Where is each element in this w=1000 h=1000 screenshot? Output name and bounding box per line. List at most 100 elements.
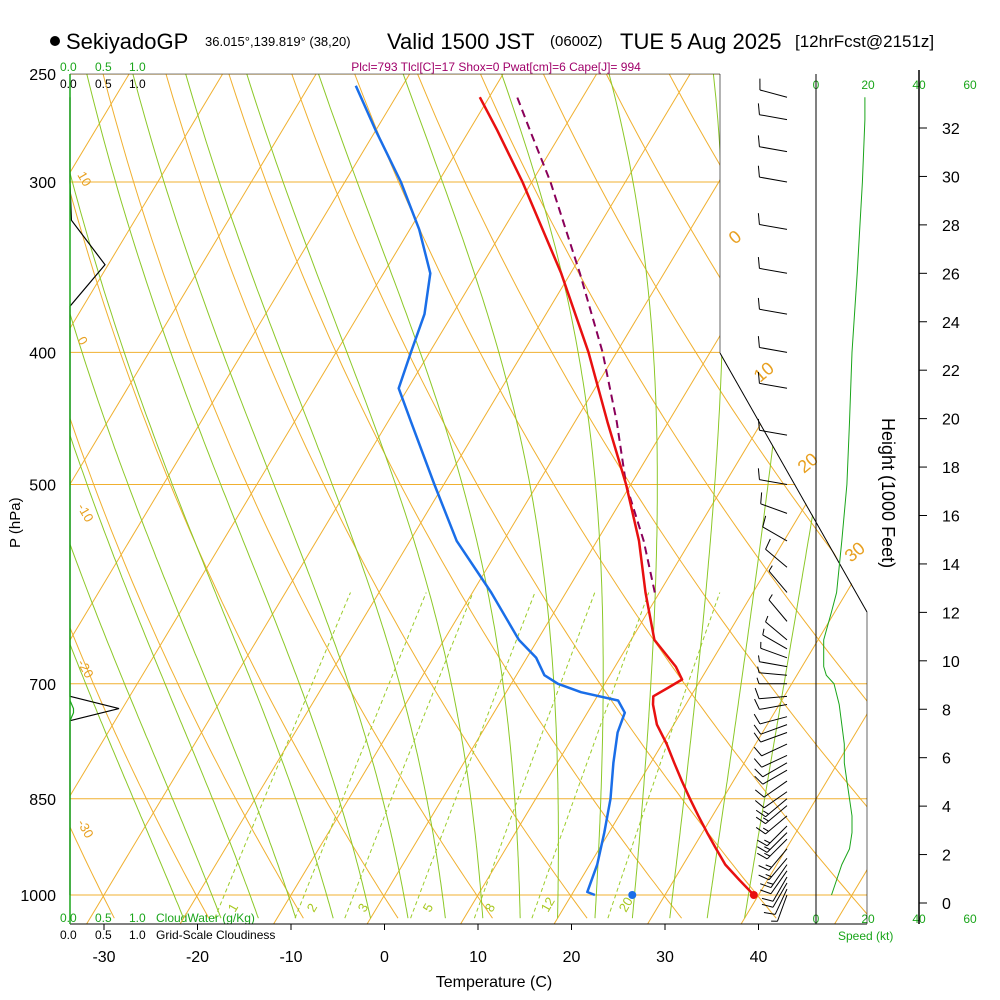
wind-barb [760,641,788,659]
wind-barb-staff [768,858,788,881]
cloudwater-profile-line [69,700,75,721]
pressure-tick-label: 250 [29,67,56,84]
wind-barb-flag [755,827,766,835]
cloudiness-scale-top-2: 1.0 [129,77,146,91]
moist-adiabat-line [80,74,372,919]
wind-barb [757,832,788,853]
height-tick-label: 24 [942,315,960,332]
mixing-ratio-label: 5 [420,901,437,915]
height-tick-label: 10 [942,654,960,671]
frame-diagonal [719,352,868,613]
dry-adiabat-line [842,74,867,919]
wind-barb-staff [759,695,788,700]
cloudiness-scale-top-0: 0.0 [60,77,77,91]
isotherm-label: -30 [74,817,96,841]
isotherm-line [834,74,867,924]
wind-barb [768,594,788,622]
height-tick-label: 26 [942,266,960,283]
pressure-tick-label: 500 [29,478,56,495]
dry-adiabat-label: 10 [750,358,778,386]
dry-adiabat-label: 30 [841,538,869,566]
wind-barb [757,257,788,274]
wind-barb [755,798,788,818]
wind-barb [757,297,788,315]
moist-adiabat-line [492,74,604,919]
wind-barb [757,468,788,485]
wind-barb [771,894,788,922]
wind-barb-flag [757,468,760,480]
wind-barb-flag [753,732,762,743]
wind-barb-staff [774,888,788,915]
wind-barb-flag [754,789,765,798]
speed-scale-top-1: 20 [861,78,875,92]
wind-barb [765,615,788,641]
wind-barb [753,713,788,725]
cloudwater-scale-top-0: 0.0 [60,60,77,74]
isotherm-line [70,74,411,924]
parcel-info: Plcl=793 Tlcl[C]=17 Shox=0 Pwat[cm]=6 Ca… [351,60,641,74]
cloudwater-scale-bottom-1: 0.5 [95,911,112,925]
wind-barb-staff [765,798,788,818]
temperature-tick-label: 0 [380,949,389,966]
isotherm-line [273,74,785,924]
wind-barb-flag [755,816,766,825]
wind-barb-flag [753,758,763,768]
moist-adiabat-line [70,74,185,919]
height-tick-label: 30 [942,169,960,186]
temperature-tick-label: -10 [279,949,302,966]
cloudwater-scale-bottom-2: 1.0 [129,911,146,925]
thermo-grid [70,74,867,924]
wind-barb-flag [765,864,772,868]
y-axis-label: P (hPa) [7,497,24,548]
wind-barb-staff [759,716,788,725]
height-tick-label: 20 [942,412,960,429]
wind-barb-staff [760,503,788,514]
wind-barb-flag [760,889,772,895]
station-name: SekiyadoGP [66,29,188,54]
wind-barb-staff [765,815,788,835]
wind-barb [758,858,788,881]
wind-barb [757,213,788,230]
wind-barb-staff [761,754,788,768]
mixing-ratio-line [344,592,474,919]
wind-barb-staff [759,267,788,274]
zulu-time: (0600Z) [550,33,603,50]
wind-barb [753,732,788,743]
wind-barb [754,780,788,798]
pressure-tick-label: 300 [29,175,56,192]
temperature-tick-label: 20 [563,949,581,966]
wind-barb-staff [762,634,788,650]
wind-barb-staff [768,599,788,622]
wind-barb-flag [757,103,760,115]
wind-barb-flag [762,515,767,528]
height-tick-label: 22 [942,363,960,380]
wind-barb-flag [761,897,774,902]
wind-barb-flag [757,257,760,269]
wind-barb-staff [759,382,788,389]
mixing-ratio-label: 3 [355,901,372,915]
wind-barb-staff [762,762,788,778]
wind-barb-flag [760,492,763,504]
wind-barb-staff [765,805,788,825]
wind-barb-flag [764,846,771,851]
isotherm-line [70,74,504,924]
pressure-tick-label: 850 [29,792,56,809]
wind-barb [754,791,788,809]
isotherm-line [366,74,867,924]
wind-barb-staff [759,224,788,230]
wind-barb-staff [766,825,788,847]
wind-barb-staff [759,704,788,710]
dry-adiabat-line [70,74,399,919]
cloudwater-scale-top-1: 0.5 [95,60,112,74]
wind-barb-flag [757,371,760,384]
height-tick-label: 2 [942,848,951,865]
moist-adiabat-line [178,74,446,919]
wind-barb-flag [754,775,764,785]
wind-barb [757,103,788,121]
height-tick-label: 16 [942,509,960,526]
wind-barb [763,888,788,915]
wind-barb-flag [753,713,761,725]
cloudiness-scale-bottom-0: 0.0 [60,928,77,942]
wind-barb-flag [760,883,772,889]
